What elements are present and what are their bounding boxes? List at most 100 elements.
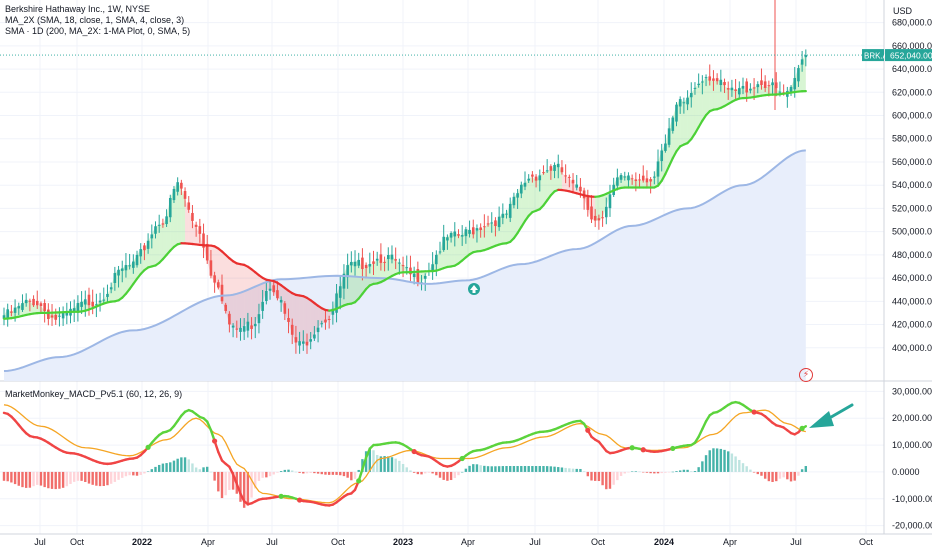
macd-histogram-bar (734, 456, 737, 472)
ma-fill-segment (524, 178, 529, 222)
sma200-line (3, 149, 806, 372)
candle-body (534, 176, 538, 181)
candle (83, 290, 87, 317)
candle-body (65, 312, 69, 316)
candle-body (412, 273, 416, 278)
candle (6, 303, 9, 327)
macd-histogram-bar (58, 471, 61, 489)
macd-histogram-bar (84, 471, 87, 482)
ma-fill-segment (743, 85, 747, 99)
macd-histogram-bar (47, 471, 50, 489)
candle (364, 262, 368, 279)
candle-body (95, 304, 98, 306)
candle (686, 90, 689, 111)
candle (161, 218, 165, 228)
macd-line-segment (235, 482, 242, 495)
candle (250, 317, 253, 340)
macd-line-segment (231, 473, 238, 486)
macd-line-segment (239, 492, 246, 503)
candle (383, 256, 386, 272)
candle (290, 318, 294, 345)
ma-fill-segment (639, 180, 644, 188)
candle-body (61, 311, 65, 319)
ma-fill-segment (550, 164, 555, 196)
candle-body (767, 85, 771, 87)
macd-histogram-bar (220, 471, 224, 499)
ma-fill-segment (635, 180, 640, 188)
ma-fill-segment (458, 235, 463, 264)
macd-histogram-bar (172, 460, 176, 472)
ma-fill-segment (469, 229, 474, 255)
ma-fill-segment (746, 88, 751, 98)
macd-histogram-bar (387, 456, 390, 472)
ma2x-segment (671, 150, 678, 160)
ma-fill-segment (321, 308, 326, 324)
candle-body (442, 236, 446, 251)
candle (327, 315, 331, 329)
candle-body (564, 175, 567, 177)
candle (523, 171, 527, 191)
candle-body (689, 93, 693, 98)
ma2x-segment (516, 225, 523, 235)
price-tick-label: 500,000.00 (892, 227, 932, 237)
candle (154, 221, 157, 239)
candle (357, 252, 361, 269)
candle-body (586, 196, 590, 210)
macd-histogram-bar (623, 471, 626, 474)
ma-fill-segment (502, 213, 507, 244)
candle-body (146, 240, 150, 249)
macd-histogram-bar (364, 451, 368, 472)
candle (350, 251, 353, 273)
macd-histogram-bar (28, 471, 32, 488)
ma2x-segment (664, 164, 671, 176)
macd-histogram-bar (265, 471, 268, 478)
candle-body (590, 206, 593, 220)
candle (501, 203, 505, 225)
candle (531, 171, 534, 183)
candle-body (154, 226, 157, 234)
ma-fill-segment (26, 299, 30, 315)
candle-body (265, 290, 268, 302)
macd-histogram-bar (43, 471, 46, 488)
macd-histogram-bar (73, 471, 76, 482)
candle (320, 320, 324, 328)
macd-histogram-bar (368, 447, 372, 472)
macd-histogram-bar (102, 471, 105, 486)
ma-fill-segment (543, 170, 548, 206)
macd-histogram-bar (213, 471, 216, 481)
candle-body (653, 176, 656, 178)
candle (132, 254, 135, 274)
ma-fill-segment (303, 296, 307, 346)
candle (431, 252, 434, 280)
candle (246, 312, 250, 338)
candle-body (453, 231, 457, 237)
macd-histogram-bar (708, 450, 711, 472)
candle (534, 174, 538, 188)
candle-body (457, 234, 460, 236)
macd-histogram-bar (579, 468, 582, 472)
macd-cross-dot (212, 438, 218, 444)
buy-signal-arrow (470, 285, 478, 293)
price-tick-label: 400,000.00 (892, 343, 932, 353)
time-tick-label: 2023 (393, 537, 413, 547)
flash-icon[interactable]: ⚡ (799, 368, 813, 382)
candle (568, 174, 571, 188)
candle (172, 186, 176, 204)
candle-body (623, 176, 627, 178)
candle-body (194, 224, 198, 227)
candle-body (431, 264, 434, 271)
candle (176, 177, 179, 196)
macd-histogram-bar (279, 471, 283, 472)
ma-fill-segment (318, 305, 322, 328)
macd-histogram-bar (121, 471, 124, 478)
candle (538, 169, 542, 192)
candle-body (361, 257, 364, 270)
candle-body (132, 261, 135, 268)
ma-fill-segment (698, 81, 703, 128)
candle (438, 241, 442, 255)
chart-title: Berkshire Hathaway Inc., 1W, NYSE (5, 4, 151, 14)
macd-title: MarketMonkey_MACD_Pv5.1 (60, 12, 26, 9) (5, 389, 183, 399)
candle (209, 249, 213, 279)
